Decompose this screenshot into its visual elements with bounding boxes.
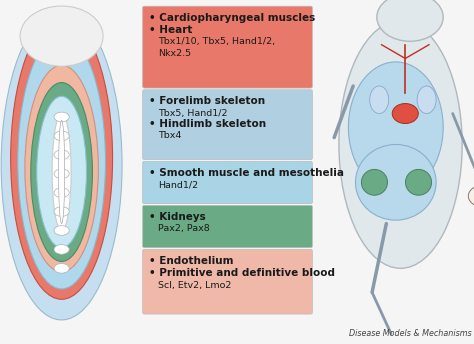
Ellipse shape xyxy=(54,150,69,160)
Text: Scl, Etv2, Lmo2: Scl, Etv2, Lmo2 xyxy=(158,281,231,290)
Text: • Heart: • Heart xyxy=(149,25,193,35)
Ellipse shape xyxy=(405,169,432,195)
Ellipse shape xyxy=(54,112,69,122)
Ellipse shape xyxy=(54,207,69,216)
Text: Tbx1/10, Tbx5, Hand1/2,
Nkx2.5: Tbx1/10, Tbx5, Hand1/2, Nkx2.5 xyxy=(158,37,275,58)
Text: • Hindlimb skeleton: • Hindlimb skeleton xyxy=(149,119,266,129)
FancyBboxPatch shape xyxy=(143,249,312,314)
Text: • Kidneys: • Kidneys xyxy=(149,212,206,222)
Text: Pax2, Pax8: Pax2, Pax8 xyxy=(158,224,210,233)
FancyBboxPatch shape xyxy=(143,90,312,160)
Text: Disease Models & Mechanisms: Disease Models & Mechanisms xyxy=(349,329,472,338)
Ellipse shape xyxy=(54,131,69,141)
Ellipse shape xyxy=(54,245,69,254)
Circle shape xyxy=(468,185,474,207)
Text: • Endothelium: • Endothelium xyxy=(149,256,234,266)
FancyBboxPatch shape xyxy=(143,161,312,204)
FancyBboxPatch shape xyxy=(143,205,312,248)
Ellipse shape xyxy=(18,34,106,289)
Ellipse shape xyxy=(54,188,69,197)
Text: • Smooth muscle and mesothelia: • Smooth muscle and mesothelia xyxy=(149,168,344,178)
Ellipse shape xyxy=(1,10,122,320)
Ellipse shape xyxy=(392,104,418,123)
FancyBboxPatch shape xyxy=(143,6,312,88)
Text: Tbx5, Hand1/2: Tbx5, Hand1/2 xyxy=(158,109,228,118)
Ellipse shape xyxy=(52,114,71,230)
Text: Hand1/2: Hand1/2 xyxy=(158,180,198,189)
Ellipse shape xyxy=(31,83,92,261)
Ellipse shape xyxy=(370,86,389,114)
Ellipse shape xyxy=(54,169,69,179)
Text: • Cardiopharyngeal muscles: • Cardiopharyngeal muscles xyxy=(149,13,316,23)
Ellipse shape xyxy=(377,0,443,41)
Text: Tbx4: Tbx4 xyxy=(158,131,181,140)
Text: • Primitive and definitive blood: • Primitive and definitive blood xyxy=(149,268,335,278)
Text: • Forelimb skeleton: • Forelimb skeleton xyxy=(149,96,265,106)
Ellipse shape xyxy=(417,86,436,114)
Ellipse shape xyxy=(37,96,86,248)
Ellipse shape xyxy=(58,120,64,224)
Ellipse shape xyxy=(20,6,103,66)
Ellipse shape xyxy=(339,21,462,268)
Ellipse shape xyxy=(54,264,69,273)
Ellipse shape xyxy=(348,62,443,193)
Ellipse shape xyxy=(11,17,113,299)
Ellipse shape xyxy=(361,169,387,195)
Ellipse shape xyxy=(25,65,99,272)
Ellipse shape xyxy=(356,144,436,220)
Ellipse shape xyxy=(54,226,69,235)
